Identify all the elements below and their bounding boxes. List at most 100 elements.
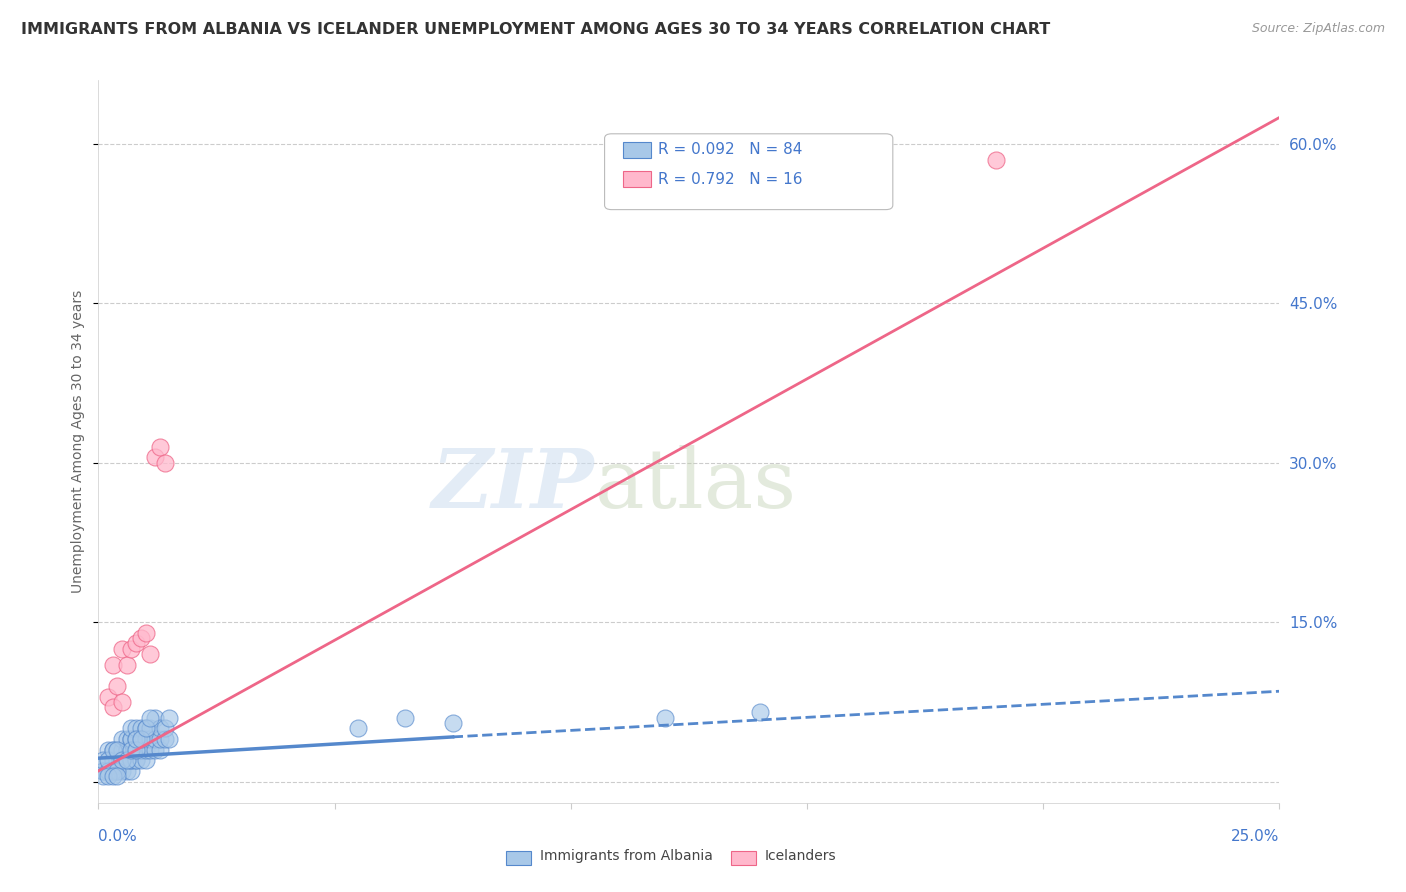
Point <box>97 753 120 767</box>
Point <box>135 753 157 767</box>
Point <box>101 742 124 756</box>
Point <box>157 732 180 747</box>
Point <box>153 456 176 470</box>
Point <box>654 711 676 725</box>
Point <box>97 764 120 778</box>
Point <box>111 695 134 709</box>
Point <box>121 722 143 736</box>
Point <box>121 732 143 747</box>
Point <box>149 440 172 454</box>
Text: Source: ZipAtlas.com: Source: ZipAtlas.com <box>1251 22 1385 36</box>
Point <box>129 722 152 736</box>
Point <box>125 753 148 767</box>
Point <box>91 753 114 767</box>
Point <box>121 764 143 778</box>
Point <box>105 753 128 767</box>
Point <box>984 153 1007 167</box>
Point <box>91 764 114 778</box>
Point <box>121 753 143 767</box>
Point <box>149 722 172 736</box>
Text: R = 0.092   N = 84: R = 0.092 N = 84 <box>658 143 803 157</box>
Text: Icelanders: Icelanders <box>765 849 837 863</box>
Point <box>115 753 138 767</box>
Point <box>115 732 138 747</box>
Point <box>149 742 172 756</box>
Point <box>139 732 162 747</box>
Point <box>135 732 157 747</box>
Point <box>97 690 120 704</box>
Point <box>111 764 134 778</box>
Point <box>121 732 143 747</box>
Point <box>115 742 138 756</box>
Point <box>101 769 124 783</box>
Text: 0.0%: 0.0% <box>98 830 138 845</box>
Point <box>121 641 143 656</box>
Point <box>125 722 148 736</box>
Point <box>153 732 176 747</box>
Point <box>748 706 770 720</box>
Point <box>105 742 128 756</box>
Point <box>121 742 143 756</box>
Text: ZIP: ZIP <box>432 445 595 524</box>
Point <box>101 764 124 778</box>
Point <box>111 732 134 747</box>
Point <box>105 764 128 778</box>
Point <box>105 769 128 783</box>
Point <box>125 732 148 747</box>
Point <box>101 700 124 714</box>
Text: Immigrants from Albania: Immigrants from Albania <box>540 849 713 863</box>
Point <box>101 753 124 767</box>
Point <box>157 711 180 725</box>
Point <box>139 722 162 736</box>
Point <box>125 742 148 756</box>
Point <box>101 657 124 672</box>
Point <box>139 742 162 756</box>
Point <box>139 647 162 661</box>
Point <box>91 764 114 778</box>
Point <box>129 732 152 747</box>
Point <box>105 679 128 693</box>
Point <box>121 753 143 767</box>
Point <box>91 764 114 778</box>
Point <box>105 764 128 778</box>
Point <box>111 753 134 767</box>
Point <box>125 732 148 747</box>
Point <box>153 722 176 736</box>
Point <box>105 742 128 756</box>
Point <box>143 450 166 465</box>
Point <box>115 657 138 672</box>
Point <box>135 722 157 736</box>
Point <box>129 732 152 747</box>
Point <box>129 753 152 767</box>
Point <box>115 764 138 778</box>
Point <box>129 742 152 756</box>
Point <box>105 753 128 767</box>
Point <box>101 753 124 767</box>
Point <box>129 742 152 756</box>
Point <box>101 764 124 778</box>
Point <box>115 753 138 767</box>
Point <box>125 742 148 756</box>
Point <box>139 711 162 725</box>
Point <box>97 769 120 783</box>
Point <box>129 631 152 645</box>
Point <box>143 732 166 747</box>
Point <box>97 764 120 778</box>
Point <box>97 742 120 756</box>
Point <box>97 753 120 767</box>
Point <box>135 742 157 756</box>
Point <box>125 636 148 650</box>
Point <box>441 716 464 731</box>
Point <box>101 764 124 778</box>
Point <box>394 711 416 725</box>
Point <box>121 742 143 756</box>
Point <box>111 742 134 756</box>
Point <box>347 722 370 736</box>
Point <box>143 711 166 725</box>
Text: atlas: atlas <box>595 445 797 524</box>
Point <box>115 742 138 756</box>
Point <box>135 625 157 640</box>
Point <box>125 753 148 767</box>
Point <box>111 641 134 656</box>
Point <box>111 753 134 767</box>
